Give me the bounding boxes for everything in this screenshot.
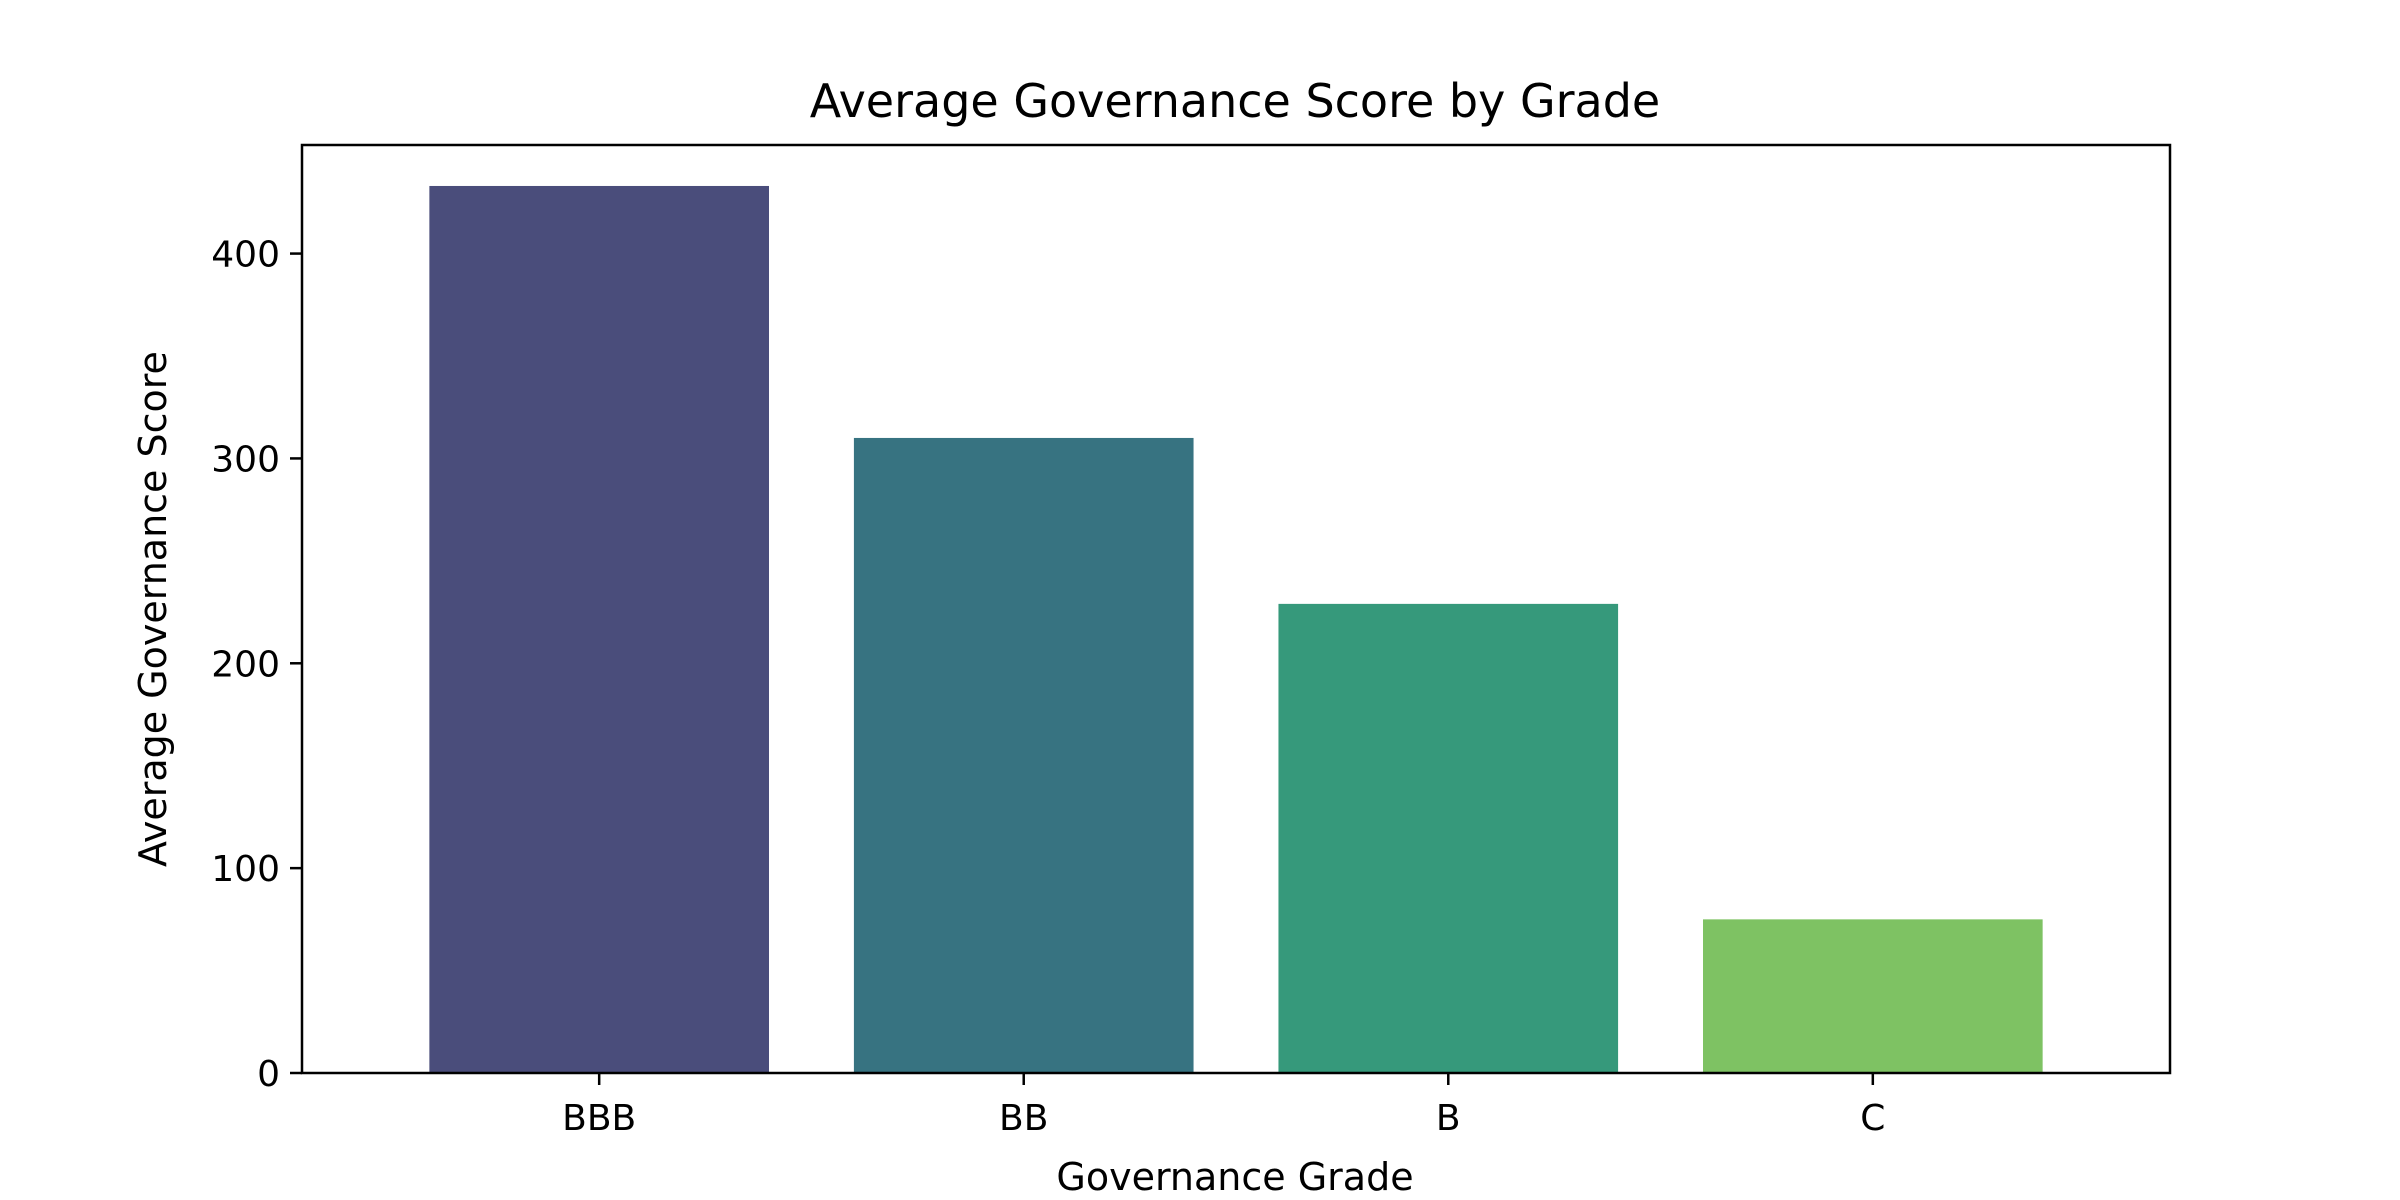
chart-title: Average Governance Score by Grade [810, 74, 1660, 128]
x-tick-label: C [1860, 1098, 1885, 1139]
x-tick-label: BB [999, 1098, 1048, 1139]
bar-c [1703, 919, 2043, 1073]
x-axis-title: Governance Grade [1056, 1155, 1413, 1199]
y-axis-ticks: 0 100 200 300 400 [211, 235, 302, 1095]
y-tick-label: 0 [257, 1054, 280, 1095]
y-tick-label: 400 [211, 235, 280, 276]
x-axis-ticks: BBB BB B C [562, 1073, 1885, 1139]
bar-bbb [429, 185, 769, 1073]
bar-bb [853, 437, 1194, 1073]
x-tick-label: BBB [562, 1098, 636, 1139]
bar-b [1278, 603, 1619, 1073]
y-axis-title: Average Governance Score [131, 351, 175, 867]
y-tick-label: 300 [211, 439, 280, 480]
bars-layer [429, 185, 2043, 1073]
x-tick-label: B [1436, 1098, 1461, 1139]
plot-frame [300, 143, 2172, 1075]
y-tick-label: 100 [211, 849, 280, 890]
y-tick-label: 200 [211, 644, 280, 685]
